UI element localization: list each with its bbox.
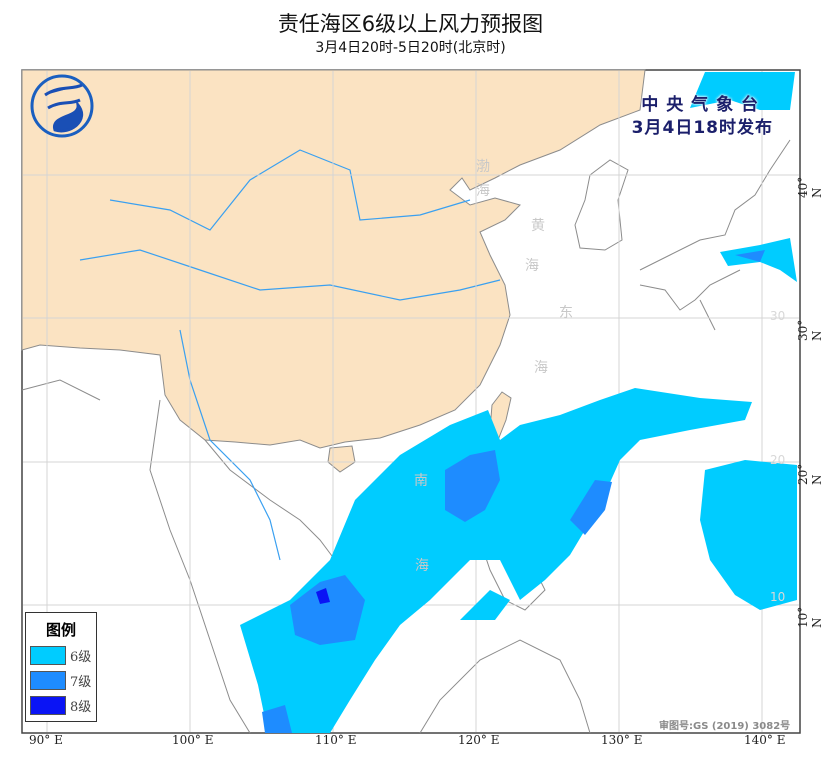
japan-outline [639, 139, 791, 331]
yangtze-river [79, 249, 501, 301]
legend-label: 7级 [70, 675, 92, 690]
legend-swatch-8 [30, 696, 66, 715]
sea-label-east-1: 东 [559, 305, 573, 321]
mekong-river [179, 329, 281, 561]
legend-swatch-6 [30, 646, 66, 665]
sea-label-bohai-2: 海 [476, 183, 490, 199]
wind-area-7-luzon-strait [445, 450, 500, 522]
wind-area-6-east-philippines [700, 460, 797, 610]
wind-area-6-south-china-sea [240, 388, 752, 733]
legend-item-7: 7级 [30, 671, 96, 690]
issue-time: 3月4日18时发布 [631, 118, 773, 138]
cma-logo [30, 74, 94, 138]
wind-level-8-areas [316, 588, 330, 604]
sea-label-south-1: 南 [414, 473, 428, 489]
legend: 图例 6级 7级 8级 [25, 612, 97, 722]
grid-number-30: 30 [770, 309, 786, 323]
sea-label-east-2: 海 [534, 360, 548, 376]
sea-label-yellow-1: 黄 [531, 218, 545, 234]
lon-label: 100° E [172, 733, 214, 747]
legend-label: 6级 [70, 650, 92, 665]
legend-swatch-7 [30, 671, 66, 690]
wind-area-8-south-vietnam [316, 588, 330, 604]
wind-level-7-areas [262, 250, 765, 733]
lon-label: 90° E [29, 733, 63, 747]
legend-label: 8级 [70, 700, 92, 715]
lat-label: 20° N [796, 463, 821, 485]
legend-item-8: 8级 [30, 696, 96, 715]
grid-number-10: 10 [770, 590, 786, 604]
legend-item-6: 6级 [30, 646, 96, 665]
lon-label: 120° E [458, 733, 500, 747]
lat-label: 10° N [796, 606, 821, 628]
lat-label: 30° N [796, 319, 821, 341]
hainan-land [327, 445, 356, 473]
lon-label: 130° E [601, 733, 643, 747]
wind-area-7-south-vietnam [290, 575, 365, 645]
forecast-period: 3月4日20时-5日20时(北京时) [315, 40, 506, 56]
wind-area-6-sulu [460, 590, 510, 620]
map-title: 责任海区6级以上风力预报图 [277, 12, 544, 36]
lat-label: 40° N [796, 176, 821, 198]
wind-area-7-gulf-thailand [262, 705, 292, 733]
wind-area-7-japan [735, 250, 765, 262]
sea-label-yellow-2: 海 [525, 258, 539, 274]
map-review-number: 审图号:GS (2019) 3082号 [659, 721, 791, 732]
sea-label-bohai-1: 渤 [476, 159, 490, 175]
lon-label: 140° E [744, 733, 786, 747]
wind-area-7-east-of-luzon [570, 480, 612, 535]
legend-title: 图例 [45, 621, 76, 639]
borneo-outline [419, 639, 591, 734]
lon-label: 110° E [315, 733, 357, 747]
yellow-river [109, 149, 471, 231]
grid-number-20: 20 [770, 453, 786, 467]
wind-area-6-northeast [690, 72, 795, 110]
issuer-name: 中 央 气 象 台 [641, 95, 759, 115]
sea-label-south-2: 海 [415, 558, 429, 574]
